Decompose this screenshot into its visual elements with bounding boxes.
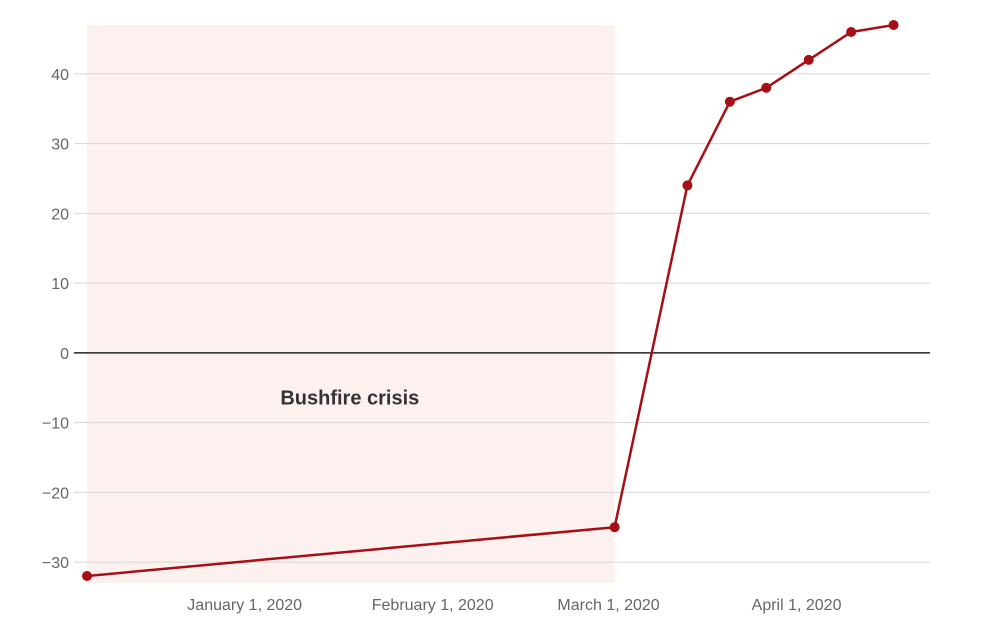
x-axis-ticks: January 1, 2020 February 1, 2020 March 1, … <box>187 597 841 614</box>
y-tick-label: 20 <box>51 206 69 223</box>
x-tick-label: March 1, 2020 <box>557 597 659 614</box>
y-tick-label: −10 <box>42 416 69 433</box>
data-point <box>761 82 772 93</box>
data-point <box>609 522 620 533</box>
shaded-region-label: Bushfire crisis <box>280 387 419 409</box>
y-tick-label: −20 <box>42 485 69 502</box>
shaded-region <box>87 25 615 583</box>
data-point <box>888 20 899 30</box>
x-tick-label: January 1, 2020 <box>187 597 302 614</box>
y-axis-ticks: 40 30 20 10 0 −10 −20 −30 <box>42 67 69 572</box>
data-point <box>846 26 857 37</box>
y-tick-label: 10 <box>51 276 69 293</box>
series-layer <box>82 20 899 582</box>
x-tick-label: February 1, 2020 <box>372 597 494 614</box>
y-tick-label: 0 <box>60 346 69 363</box>
data-point <box>82 571 92 582</box>
x-tick-label: April 1, 2020 <box>752 597 842 614</box>
data-point <box>724 96 735 107</box>
gridlines <box>74 73 930 563</box>
y-tick-label: 40 <box>51 67 69 84</box>
y-tick-label: −30 <box>42 555 69 572</box>
data-point <box>803 54 814 65</box>
data-point <box>682 180 693 191</box>
shaded-region-layer <box>87 25 615 583</box>
series-line <box>86 23 894 578</box>
y-tick-label: 30 <box>51 137 69 154</box>
